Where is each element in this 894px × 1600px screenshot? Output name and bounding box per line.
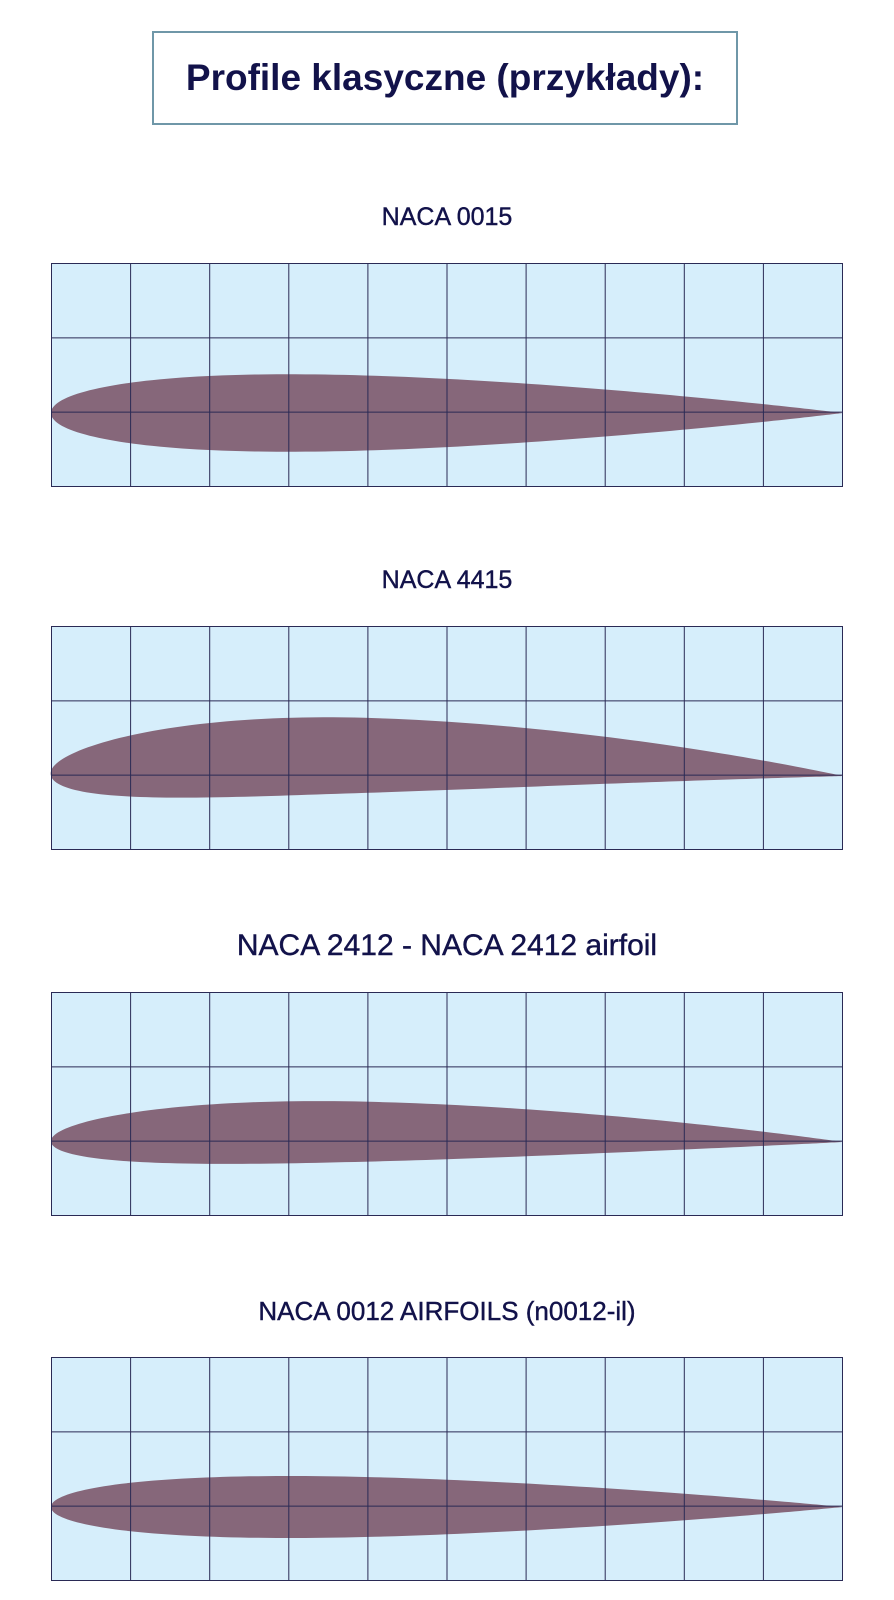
airfoil-title-naca-2412: NACA 2412 - NACA 2412 airfoil [236, 929, 658, 962]
airfoil-diagram [50, 992, 843, 1216]
page-title-box: Profile klasyczne (przykłady): [152, 31, 738, 125]
airfoil-panel-naca-0012 [51, 1357, 843, 1581]
airfoil-panel-naca-4415 [50, 626, 843, 850]
airfoil-title-naca-4415: NACA 4415 [381, 566, 513, 594]
airfoil-panel-naca-0015 [51, 263, 843, 487]
grid-border [51, 626, 843, 850]
airfoil-diagram [50, 626, 843, 850]
airfoil-diagram [51, 263, 843, 487]
grid-border [51, 1357, 843, 1581]
airfoil-title-naca-0012: NACA 0012 AIRFOILS (n0012-il) [258, 1296, 636, 1326]
airfoil-title-naca-0015: NACA 0015 [381, 203, 513, 231]
grid-border [51, 992, 843, 1216]
grid-border [51, 263, 843, 487]
airfoil-panel-naca-2412 [50, 992, 843, 1216]
page-title: Profile klasyczne (przykłady): [185, 57, 705, 98]
airfoil-diagram [51, 1357, 843, 1581]
